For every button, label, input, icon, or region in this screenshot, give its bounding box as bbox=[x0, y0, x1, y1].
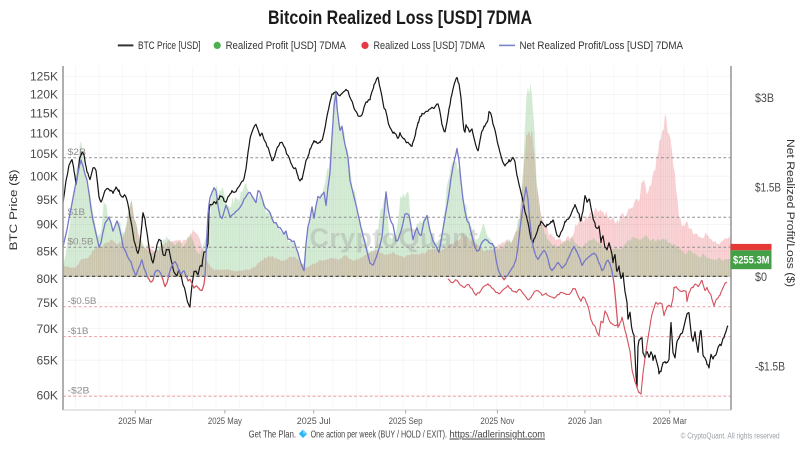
svg-text:$1.5B: $1.5B bbox=[755, 182, 781, 194]
svg-text:-$1.5B: -$1.5B bbox=[755, 362, 785, 374]
svg-text:Bitcoin Realized Loss [USD] 7D: Bitcoin Realized Loss [USD] 7DMA bbox=[268, 8, 532, 29]
svg-text:-$0.5B: -$0.5B bbox=[68, 296, 97, 306]
svg-text:Net Realized Profit/Loss [USD]: Net Realized Profit/Loss [USD] 7DMA bbox=[520, 40, 684, 52]
svg-text:110K: 110K bbox=[30, 126, 58, 140]
svg-text:https://adlerinsight.com: https://adlerinsight.com bbox=[450, 430, 546, 441]
svg-text:2026 Mar: 2026 Mar bbox=[653, 416, 687, 427]
svg-text:$0: $0 bbox=[755, 272, 767, 284]
svg-text:60K: 60K bbox=[37, 389, 59, 403]
svg-text:75K: 75K bbox=[37, 296, 59, 310]
svg-text:$0.5B: $0.5B bbox=[68, 237, 94, 247]
svg-text:80K: 80K bbox=[37, 272, 59, 286]
svg-text:-$1B: -$1B bbox=[68, 326, 89, 336]
svg-text:Net Realized Profit/Loss ($): Net Realized Profit/Loss ($) bbox=[784, 139, 796, 287]
svg-text:Realized Profit [USD] 7DMA: Realized Profit [USD] 7DMA bbox=[226, 40, 347, 52]
svg-text:BTC Price ($): BTC Price ($) bbox=[8, 170, 20, 251]
svg-text:-$2B: -$2B bbox=[68, 386, 90, 396]
svg-text:70K: 70K bbox=[37, 322, 59, 336]
svg-text:125K: 125K bbox=[30, 70, 58, 84]
svg-text:2025 Mar: 2025 Mar bbox=[118, 416, 152, 427]
svg-text:2025 Nov: 2025 Nov bbox=[480, 416, 514, 427]
svg-text:115K: 115K bbox=[30, 107, 58, 121]
svg-text:© CryptoQuant. All rights rese: © CryptoQuant. All rights reserved bbox=[681, 431, 780, 440]
svg-text:2026 Jan: 2026 Jan bbox=[568, 416, 602, 427]
svg-text:105K: 105K bbox=[30, 147, 58, 161]
svg-text:100K: 100K bbox=[30, 170, 58, 184]
svg-text:One action per week (BUY / HOL: One action per week (BUY / HOLD / EXIT). bbox=[311, 430, 447, 441]
svg-text:$2B: $2B bbox=[68, 147, 87, 157]
svg-text:BTC Price [USD]: BTC Price [USD] bbox=[138, 40, 201, 52]
svg-text:2025 Sep: 2025 Sep bbox=[389, 416, 423, 427]
svg-text:2025 Jul: 2025 Jul bbox=[297, 416, 331, 427]
svg-text:Realized Loss [USD] 7DMA: Realized Loss [USD] 7DMA bbox=[374, 40, 486, 52]
svg-text:Get The Plan.: Get The Plan. bbox=[249, 430, 296, 441]
svg-text:$255.3M: $255.3M bbox=[733, 255, 770, 267]
svg-text:2025 May: 2025 May bbox=[208, 416, 242, 427]
svg-text:90K: 90K bbox=[37, 218, 59, 232]
svg-text:$3B: $3B bbox=[755, 93, 774, 105]
svg-text:120K: 120K bbox=[30, 88, 58, 102]
svg-text:$1B: $1B bbox=[68, 207, 86, 217]
svg-text:65K: 65K bbox=[37, 354, 59, 368]
svg-text:95K: 95K bbox=[37, 193, 59, 207]
svg-text:85K: 85K bbox=[37, 245, 59, 259]
